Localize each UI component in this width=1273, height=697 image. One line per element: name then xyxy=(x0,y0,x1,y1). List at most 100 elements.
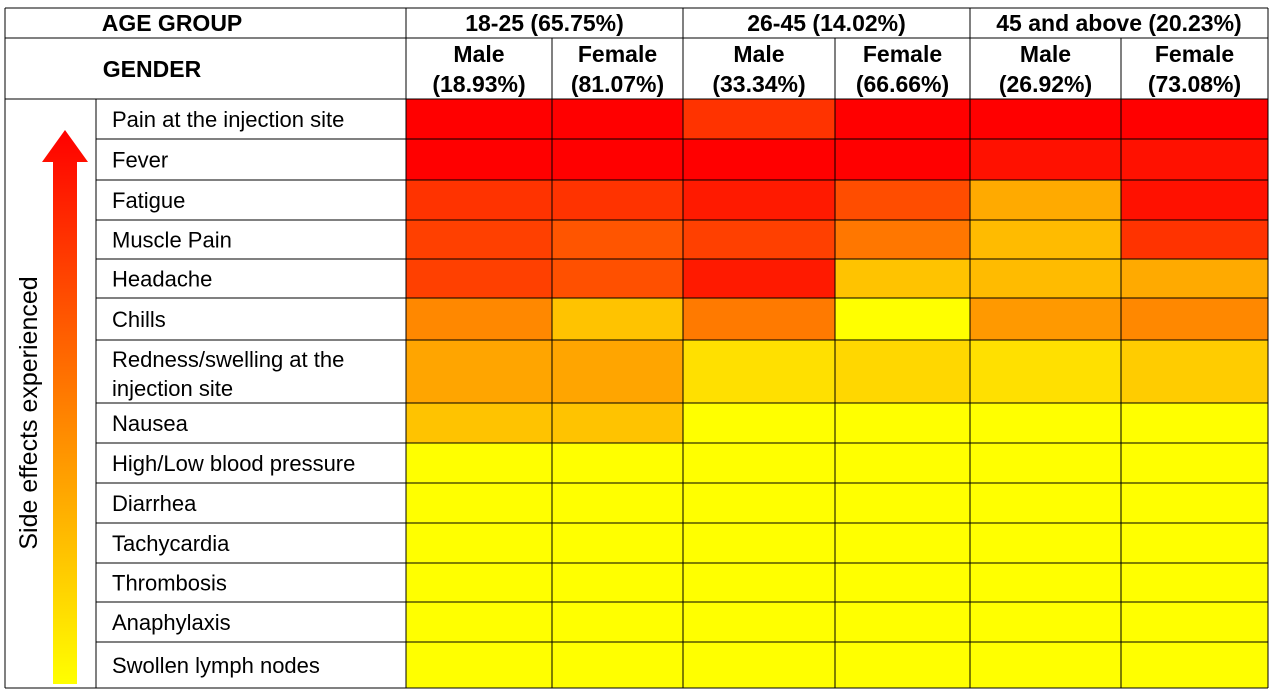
gender-label: Male xyxy=(1020,41,1071,67)
heatmap-cell xyxy=(835,563,970,602)
heatmap-cell xyxy=(683,220,835,259)
heatmap-cell xyxy=(835,298,970,340)
heatmap-cell xyxy=(683,642,835,688)
heatmap-cell xyxy=(552,139,683,180)
table-header: AGE GROUP GENDER 18-25 (65.75%) 26-45 (14… xyxy=(102,10,1242,97)
row-label: Anaphylaxis xyxy=(112,610,231,635)
heatmap-cell xyxy=(1121,340,1268,403)
heatmap-cell xyxy=(406,220,552,259)
heatmap-cell xyxy=(970,259,1121,298)
gender-pct-label: (26.92%) xyxy=(999,71,1092,97)
heatmap-cell xyxy=(683,99,835,139)
heatmap-cell xyxy=(406,180,552,220)
gender-header: GENDER xyxy=(103,56,202,82)
y-axis-title: Side effects experienced xyxy=(15,276,43,549)
heatmap-cell xyxy=(406,403,552,443)
heatmap-cell xyxy=(683,180,835,220)
row-label: Fever xyxy=(112,148,168,173)
heatmap-cell xyxy=(406,139,552,180)
heatmap-cell xyxy=(552,340,683,403)
heatmap-cell xyxy=(406,483,552,523)
heatmap-cell xyxy=(835,642,970,688)
heatmap-cell xyxy=(1121,99,1268,139)
heatmap-cell xyxy=(552,483,683,523)
heatmap-cell xyxy=(683,443,835,483)
gender-pct-label: (66.66%) xyxy=(856,71,949,97)
gender-label: Female xyxy=(1155,41,1234,67)
row-label: Muscle Pain xyxy=(112,228,232,253)
row-label: Chills xyxy=(112,307,166,332)
heatmap-cell xyxy=(970,523,1121,563)
row-label: Headache xyxy=(112,267,212,292)
row-label: High/Low blood pressure xyxy=(112,451,355,476)
heatmap-cell xyxy=(683,602,835,642)
row-labels: Pain at the injection site Fever Fatigue Mu… xyxy=(112,107,355,678)
heatmap-cell xyxy=(406,298,552,340)
heatmap-cell xyxy=(1121,563,1268,602)
row-label: Tachycardia xyxy=(112,531,230,556)
age-group-header: AGE GROUP xyxy=(102,10,243,36)
gender-pct-label: (81.07%) xyxy=(571,71,664,97)
heatmap-cell xyxy=(406,563,552,602)
heatmap-cell xyxy=(552,403,683,443)
heatmap-cell xyxy=(683,523,835,563)
row-label: Pain at the injection site xyxy=(112,107,344,132)
row-label: Redness/swelling at the injection site xyxy=(112,347,344,401)
heatmap-cell xyxy=(552,563,683,602)
age-group-label: 45 and above (20.23%) xyxy=(996,10,1241,36)
heatmap-cell xyxy=(552,99,683,139)
heatmap-cell xyxy=(1121,602,1268,642)
row-label: Swollen lymph nodes xyxy=(112,653,320,678)
age-group-label: 18-25 (65.75%) xyxy=(465,10,624,36)
heatmap-cell xyxy=(406,443,552,483)
heatmap-cell xyxy=(1121,259,1268,298)
heatmap-cell xyxy=(835,602,970,642)
gender-label: Male xyxy=(733,41,784,67)
heatmap-cell xyxy=(970,642,1121,688)
heatmap-cell xyxy=(970,602,1121,642)
row-label: Fatigue xyxy=(112,188,185,213)
heatmap-cell xyxy=(835,139,970,180)
heatmap-cell xyxy=(835,403,970,443)
heatmap-cell xyxy=(552,220,683,259)
heatmap-cell xyxy=(970,443,1121,483)
heatmap-cell xyxy=(835,180,970,220)
heatmap-cell xyxy=(970,298,1121,340)
grid-lines xyxy=(4,7,1269,689)
heatmap-cell xyxy=(406,99,552,139)
heatmap-cell xyxy=(552,602,683,642)
heatmap-cell xyxy=(1121,139,1268,180)
heatmap-cell xyxy=(683,340,835,403)
heatmap-cell xyxy=(552,180,683,220)
heatmap-cell xyxy=(1121,180,1268,220)
heatmap-cell xyxy=(552,259,683,298)
heatmap-cell xyxy=(552,298,683,340)
heatmap-cell xyxy=(683,298,835,340)
heatmap-cell xyxy=(835,220,970,259)
heatmap-cell xyxy=(835,99,970,139)
heatmap-cell xyxy=(970,403,1121,443)
heatmap-cell xyxy=(683,563,835,602)
heatmap-cell xyxy=(406,523,552,563)
heatmap-cell xyxy=(1121,642,1268,688)
gender-label: Female xyxy=(578,41,657,67)
heatmap-cell xyxy=(683,139,835,180)
heatmap-cell xyxy=(835,523,970,563)
gender-pct-label: (33.34%) xyxy=(712,71,805,97)
heatmap-cell xyxy=(552,523,683,563)
row-label: Thrombosis xyxy=(112,571,227,596)
row-label: Diarrhea xyxy=(112,491,197,516)
gender-label: Female xyxy=(863,41,942,67)
heatmap-cell xyxy=(835,340,970,403)
heatmap-cell xyxy=(970,340,1121,403)
age-group-label: 26-45 (14.02%) xyxy=(747,10,906,36)
gender-pct-label: (73.08%) xyxy=(1148,71,1241,97)
heatmap-cell xyxy=(552,642,683,688)
heatmap-cell xyxy=(1121,220,1268,259)
heatmap-cell xyxy=(835,259,970,298)
heatmap-cell xyxy=(970,483,1121,523)
severity-arrow: Side effects experienced xyxy=(15,130,88,684)
heatmap-cell xyxy=(970,220,1121,259)
heatmap-cell xyxy=(683,483,835,523)
